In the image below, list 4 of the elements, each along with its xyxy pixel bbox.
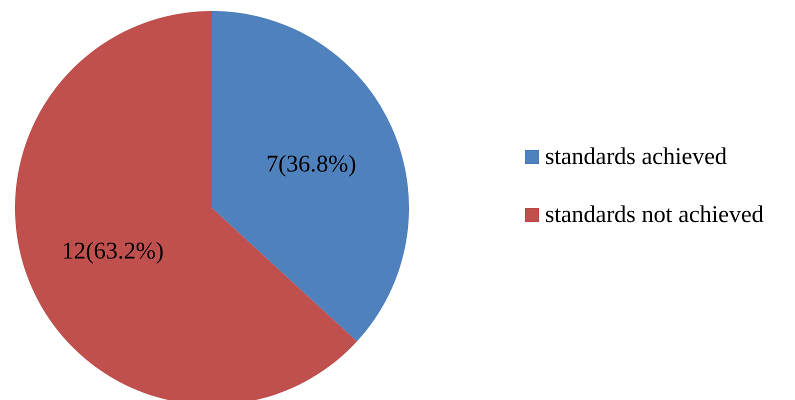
legend-label: standards achieved bbox=[545, 143, 727, 172]
legend-label: standards not achieved bbox=[545, 201, 764, 230]
data-label: 7(36.8%) bbox=[266, 151, 356, 178]
data-label: 12(63.2%) bbox=[62, 238, 164, 265]
